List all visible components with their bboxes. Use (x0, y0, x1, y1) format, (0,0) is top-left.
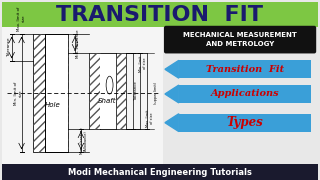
Bar (34, 34, 68, 152)
Bar (179, 114, 311, 132)
Bar (45, 34, 68, 152)
Text: Min. limit of
size: Min. limit of size (14, 81, 23, 105)
Text: Types: Types (227, 116, 263, 129)
Bar (100, 53, 116, 129)
Bar (89, 53, 100, 129)
Bar (116, 53, 126, 129)
Bar (179, 60, 311, 78)
Bar (34, 34, 68, 152)
Text: Tolerance: Tolerance (7, 38, 11, 57)
Bar (179, 85, 311, 103)
Bar (2, 2, 318, 27)
Text: Applications: Applications (211, 89, 279, 98)
Text: MECHANICAL MEASUREMENT
AND METROLOGY: MECHANICAL MEASUREMENT AND METROLOGY (183, 32, 297, 47)
Text: Max. limit of
size: Max. limit of size (17, 6, 26, 31)
Bar (89, 53, 100, 129)
Text: Hole: Hole (45, 102, 60, 108)
Text: Shaft: Shaft (98, 98, 117, 104)
Polygon shape (165, 85, 179, 103)
Text: Transition  Fit: Transition Fit (206, 65, 284, 74)
Bar (2, 27, 163, 164)
FancyBboxPatch shape (164, 26, 316, 53)
Bar (2, 164, 318, 180)
Text: Modi Mechanical Engineering Tutorials: Modi Mechanical Engineering Tutorials (68, 168, 252, 177)
Text: Min. clearance: Min. clearance (76, 29, 80, 58)
Bar (116, 53, 126, 129)
Text: TRANSITION  FIT: TRANSITION FIT (57, 5, 263, 25)
Polygon shape (165, 114, 179, 132)
Text: Max. limit
of size: Max. limit of size (146, 110, 155, 127)
Text: Tolerance: Tolerance (134, 82, 138, 100)
Text: (upper limit): (upper limit) (154, 82, 158, 104)
Text: Min. limit
of size: Min. limit of size (139, 55, 148, 72)
Text: Max. clearance
(Allowance): Max. clearance (Allowance) (80, 127, 88, 154)
Polygon shape (165, 60, 179, 78)
Bar (163, 27, 318, 164)
